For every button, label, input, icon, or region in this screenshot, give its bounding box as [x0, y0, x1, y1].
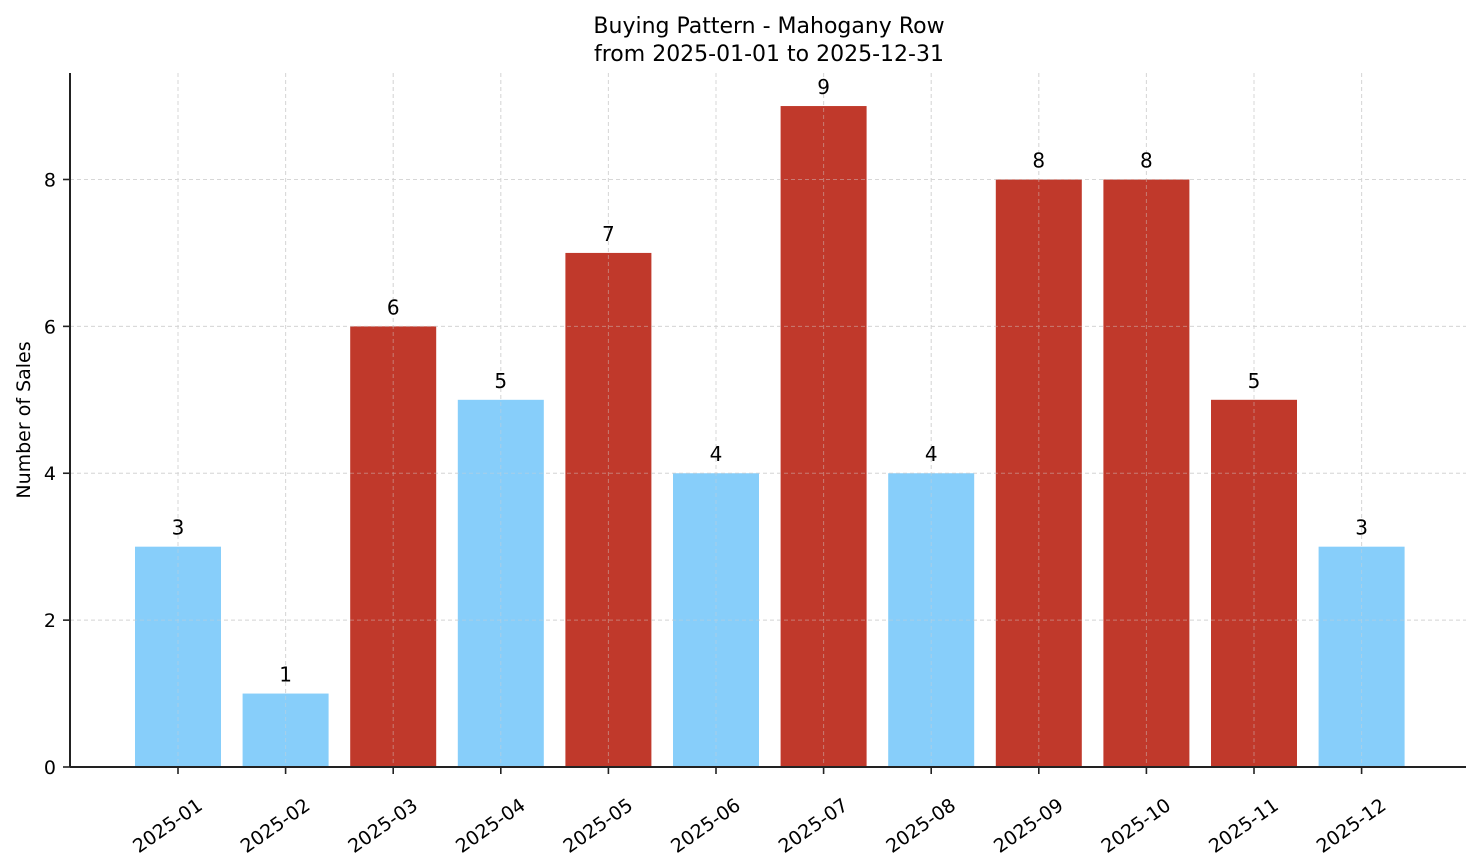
data-label: 3 [1355, 516, 1368, 540]
x-tick-label: 2025-07 [775, 794, 853, 858]
data-label: 5 [494, 369, 507, 393]
x-tick-label: 2025-10 [1097, 794, 1175, 858]
data-label: 4 [925, 442, 938, 466]
data-label: 9 [817, 75, 830, 99]
y-tick-label: 6 [44, 316, 56, 338]
bar-2025-09 [995, 179, 1082, 768]
y-tick-label: 0 [44, 757, 56, 779]
data-label: 8 [1032, 148, 1045, 172]
data-labels: 3 1 6 5 7 4 9 4 8 8 5 3 [172, 75, 1368, 687]
bar-2025-12 [1318, 546, 1405, 767]
bar-2025-11 [1211, 399, 1297, 767]
data-label: 3 [172, 516, 185, 540]
data-label: 4 [710, 442, 723, 466]
bar-2025-07 [780, 106, 867, 768]
bars [135, 106, 1405, 768]
x-tick-label: 2025-11 [1205, 794, 1283, 858]
chart-title: Buying Pattern - Mahogany Row [593, 14, 944, 39]
x-tick-label: 2025-01 [129, 794, 207, 858]
x-tick-label: 2025-03 [344, 794, 422, 858]
bar-2025-10 [1103, 179, 1190, 768]
data-label: 8 [1140, 148, 1153, 172]
bar-2025-02 [242, 693, 329, 767]
bar-2025-04 [457, 399, 544, 767]
bar-2025-03 [350, 326, 437, 767]
x-tick-label: 2025-08 [882, 794, 960, 858]
y-axis-label: Number of Sales [13, 341, 35, 498]
x-tick-label: 2025-06 [667, 794, 745, 858]
bar-2025-01 [135, 546, 221, 767]
x-tick-label: 2025-05 [559, 794, 637, 858]
bar-2025-05 [565, 252, 652, 768]
x-tick-label: 2025-12 [1313, 794, 1391, 858]
data-label: 7 [602, 222, 615, 246]
y-tick-label: 2 [44, 610, 56, 632]
grid-lines-overlay [70, 73, 1466, 767]
x-tick-label: 2025-04 [452, 794, 530, 858]
bar-2025-06 [673, 473, 759, 767]
y-tick-label: 8 [44, 169, 56, 191]
chart-subtitle: from 2025-01-01 to 2025-12-31 [594, 42, 944, 67]
x-tick-label: 2025-09 [990, 794, 1068, 858]
data-label: 5 [1248, 369, 1261, 393]
y-tick-label: 4 [44, 463, 56, 485]
data-label: 6 [387, 295, 400, 319]
x-tick-label: 2025-02 [237, 794, 315, 858]
bar-2025-08 [888, 473, 975, 767]
data-label: 1 [279, 663, 292, 687]
